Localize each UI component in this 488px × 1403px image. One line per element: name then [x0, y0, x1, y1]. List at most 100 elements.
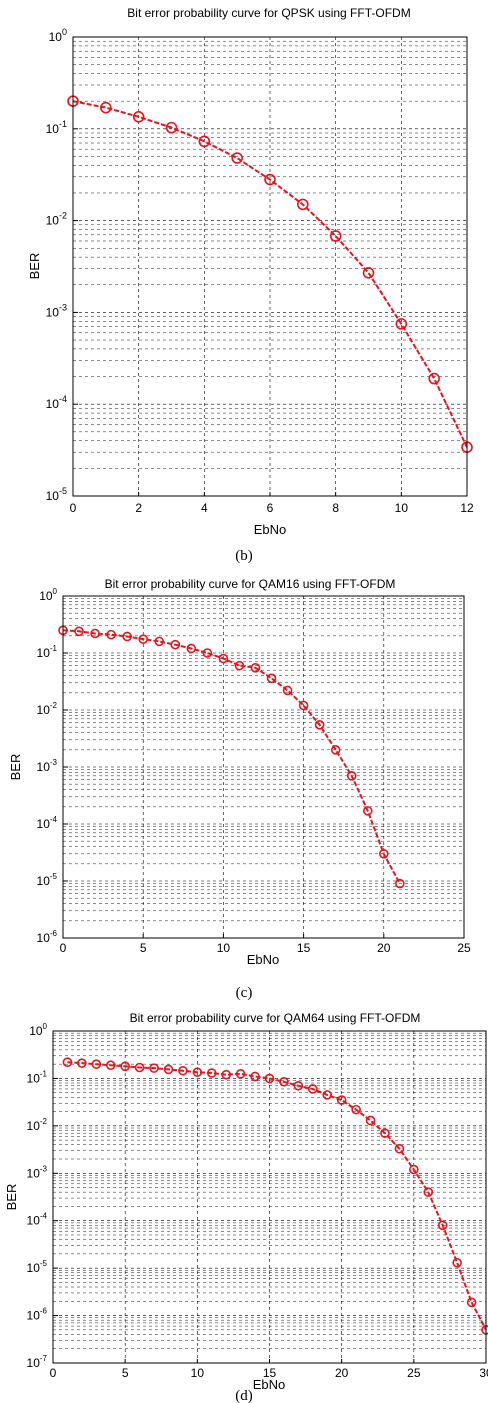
x-axis-label: EbNo — [254, 522, 287, 537]
series-line — [62, 629, 401, 885]
data-point — [466, 1297, 477, 1308]
x-tick-label: 30 — [479, 1366, 488, 1380]
data-point — [322, 1090, 333, 1100]
y-tick-label: 100 — [49, 27, 67, 44]
data-point — [105, 1060, 116, 1071]
y-tick-label: 10-2 — [37, 701, 58, 717]
data-point — [218, 653, 229, 664]
data-point — [279, 1076, 289, 1087]
data-point — [154, 636, 165, 647]
y-tick-label: 10-2 — [46, 211, 67, 228]
data-point — [264, 173, 276, 186]
figure-caption: (c) — [236, 985, 253, 1001]
data-point — [314, 719, 325, 730]
data-point — [74, 626, 84, 637]
y-tick-label: 10-5 — [46, 486, 67, 503]
data-point — [264, 1073, 275, 1084]
x-tick-label: 5 — [122, 1366, 129, 1380]
data-point — [380, 1128, 390, 1139]
y-tick-label: 10-3 — [37, 758, 58, 774]
x-tick-label: 0 — [60, 941, 67, 955]
data-point — [165, 121, 178, 134]
x-tick-label: 6 — [267, 501, 274, 515]
y-tick-label: 10-4 — [37, 815, 58, 831]
data-point — [231, 152, 243, 164]
data-point — [90, 628, 100, 639]
y-tick-label: 10-1 — [37, 644, 58, 660]
x-tick-label: 25 — [457, 941, 471, 955]
y-tick-label: 100 — [29, 1022, 47, 1038]
data-point — [329, 230, 342, 242]
y-tick-label: 10-4 — [27, 1212, 48, 1228]
data-point — [170, 639, 181, 650]
data-point — [186, 643, 197, 654]
data-point — [132, 111, 145, 123]
chart-title: Bit error probability curve for QPSK usi… — [127, 6, 410, 20]
data-point — [221, 1069, 231, 1080]
series-line — [67, 1061, 487, 1331]
y-axis-label: BER — [8, 754, 23, 781]
x-tick-label: 20 — [377, 941, 391, 955]
data-point — [362, 806, 373, 816]
data-point — [351, 1104, 361, 1115]
y-tick-label: 10-6 — [27, 1307, 48, 1323]
data-point — [235, 1069, 246, 1079]
data-point — [336, 1095, 347, 1105]
data-point — [149, 1063, 159, 1073]
data-point — [198, 135, 211, 148]
figure-caption: (b) — [235, 548, 253, 564]
x-tick-label: 12 — [460, 501, 474, 515]
data-point — [266, 673, 277, 684]
data-point — [437, 1220, 448, 1231]
y-tick-label: 10-1 — [27, 1069, 48, 1085]
series-line — [72, 100, 468, 448]
y-tick-label: 10-3 — [46, 302, 67, 319]
chart-title: Bit error probability curve for QAM16 us… — [105, 577, 396, 591]
x-tick-label: 4 — [201, 501, 208, 515]
data-point — [100, 101, 112, 114]
data-point — [365, 1115, 376, 1126]
data-point — [293, 1080, 304, 1091]
plot-area — [52, 1030, 487, 1364]
y-tick-label: 10-6 — [37, 929, 58, 945]
x-tick-label: 5 — [140, 941, 147, 955]
grid-lines — [73, 37, 467, 496]
data-point — [452, 1257, 462, 1268]
data-point — [178, 1065, 188, 1076]
x-tick-label: 0 — [70, 501, 77, 515]
y-tick-label: 10-7 — [27, 1354, 48, 1370]
chart-qam64: Bit error probability curve for QAM64 us… — [4, 1011, 488, 1403]
x-tick-label: 25 — [407, 1366, 421, 1380]
data-point — [362, 267, 375, 279]
figure-caption: (d) — [235, 1388, 253, 1403]
data-point — [122, 631, 132, 642]
data-point — [298, 700, 309, 711]
data-point — [346, 771, 357, 781]
data-point — [77, 1058, 87, 1068]
data-point — [250, 1071, 260, 1082]
y-tick-label: 10-1 — [46, 119, 67, 136]
chart-qam16: Bit error probability curve for QAM16 us… — [8, 577, 471, 1001]
data-point — [282, 685, 293, 696]
y-tick-label: 10-4 — [46, 394, 67, 411]
x-tick-label: 10 — [191, 1366, 205, 1380]
plot-area — [62, 595, 465, 939]
data-point — [297, 198, 309, 211]
data-point — [394, 1143, 405, 1154]
data-point — [206, 1068, 217, 1078]
data-point — [428, 372, 440, 385]
data-point — [234, 660, 245, 671]
data-point — [134, 1062, 145, 1073]
x-tick-label: 15 — [263, 1366, 277, 1380]
data-point — [395, 318, 408, 330]
x-tick-label: 10 — [395, 501, 409, 515]
chart-qpsk: Bit error probability curve for QPSK usi… — [27, 6, 474, 564]
grid-lines — [53, 1031, 486, 1363]
x-tick-label: 15 — [297, 941, 311, 955]
data-point — [395, 878, 405, 889]
data-point — [106, 629, 116, 640]
data-point — [330, 745, 341, 755]
chart-title: Bit error probability curve for QAM64 us… — [130, 1011, 421, 1025]
plot-area — [72, 36, 468, 497]
